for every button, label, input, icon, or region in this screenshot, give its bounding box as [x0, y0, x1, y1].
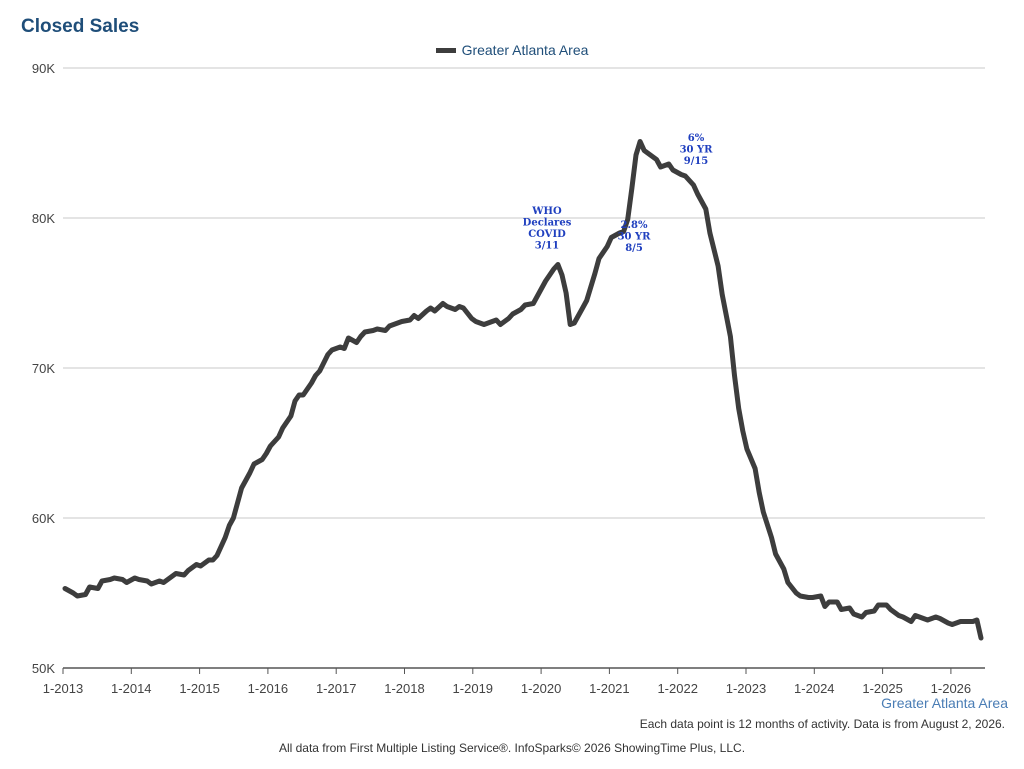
x-tick-label: 1-2019 — [453, 681, 493, 696]
x-tick-label: 1-2014 — [111, 681, 151, 696]
annotation-label: WHO Declares COVID 3/11 — [523, 206, 572, 252]
y-tick-label: 80K — [32, 211, 55, 226]
x-tick-label: 1-2020 — [521, 681, 561, 696]
x-tick-label: 1-2023 — [726, 681, 766, 696]
x-tick-label: 1-2016 — [248, 681, 288, 696]
x-tick-label: 1-2015 — [179, 681, 219, 696]
footer-credit: All data from First Multiple Listing Ser… — [278, 741, 746, 755]
y-tick-label: 90K — [32, 61, 55, 76]
x-tick-label: 1-2022 — [657, 681, 697, 696]
annotation-label: 6% 30 YR 9/15 — [680, 133, 714, 167]
chart-grid — [63, 67, 985, 669]
series-group — [62, 139, 984, 641]
legend-swatch — [435, 47, 456, 53]
x-axis: 1-2013 1-2014 1-2015 1-2016 1-2017 1-2018 1-20… — [43, 668, 971, 696]
y-tick-label: 70K — [32, 361, 55, 376]
chart-title: Closed Sales — [21, 16, 140, 37]
series-line — [62, 139, 984, 641]
x-tick-label: 1-2013 — [43, 681, 83, 696]
series-caption: Greater Atlanta Area — [881, 695, 1008, 711]
x-tick-label: 1-2021 — [589, 681, 629, 696]
x-tick-label: 1-2024 — [794, 681, 834, 696]
annotation-label: 2.8% 30 YR 8/5 — [618, 220, 652, 254]
legend-label: Greater Atlanta Area — [461, 42, 589, 58]
y-tick-label: 50K — [32, 661, 55, 676]
chart-legend[interactable]: Greater Atlanta Area — [0, 42, 1024, 58]
y-axis: 50K 60K 70K 80K 90K — [32, 61, 55, 676]
y-tick-label: 60K — [32, 511, 55, 526]
x-tick-label: 1-2018 — [384, 681, 424, 696]
x-tick-label: 1-2025 — [862, 681, 902, 696]
x-tick-label: 1-2017 — [316, 681, 356, 696]
annotations-group: WHO Declares COVID 3/11 2.8% 30 YR 8/5 6% 30 YR 9… — [523, 133, 713, 254]
data-note: Each data point is 12 months of activity… — [639, 717, 1005, 731]
x-tick-label: 1-2026 — [931, 681, 971, 696]
